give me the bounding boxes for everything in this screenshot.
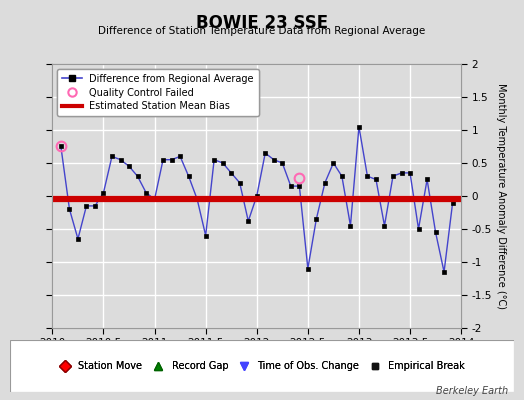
- FancyBboxPatch shape: [10, 340, 514, 392]
- Legend: Station Move, Record Gap, Time of Obs. Change, Empirical Break: Station Move, Record Gap, Time of Obs. C…: [56, 358, 468, 374]
- Text: BOWIE 23 SSE: BOWIE 23 SSE: [196, 14, 328, 32]
- Text: Difference of Station Temperature Data from Regional Average: Difference of Station Temperature Data f…: [99, 26, 425, 36]
- Text: Berkeley Earth: Berkeley Earth: [436, 386, 508, 396]
- Y-axis label: Monthly Temperature Anomaly Difference (°C): Monthly Temperature Anomaly Difference (…: [496, 83, 506, 309]
- Legend: Difference from Regional Average, Quality Control Failed, Estimated Station Mean: Difference from Regional Average, Qualit…: [57, 69, 259, 116]
